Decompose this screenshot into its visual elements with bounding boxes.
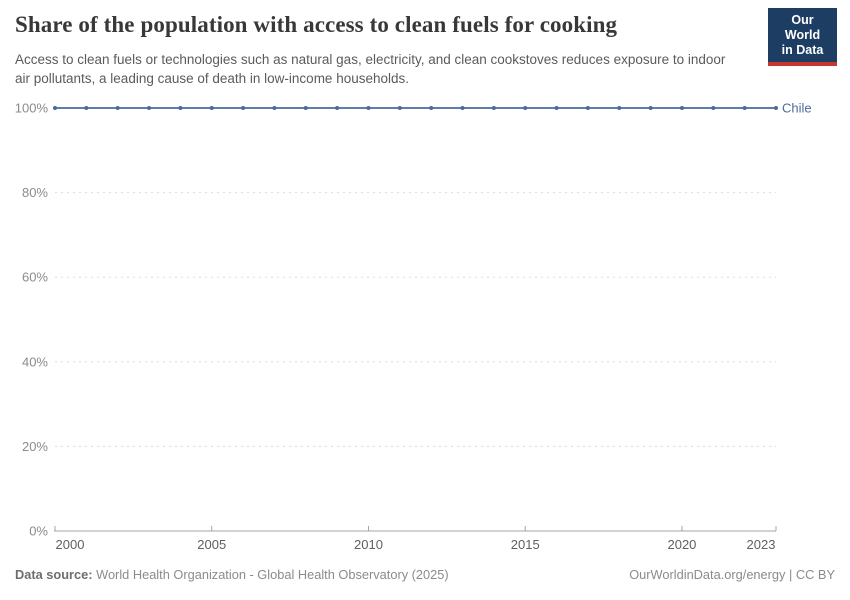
data-point[interactable] [429,106,434,110]
chart-subtitle: Access to clean fuels or technologies su… [15,52,726,86]
entity-label[interactable]: Chile [782,101,812,116]
data-point[interactable] [241,106,246,110]
x-tick-label: 2005 [197,537,226,552]
data-point[interactable] [209,106,214,110]
x-tick-label: 2023 [747,537,776,552]
data-point[interactable] [397,106,402,110]
x-tick-label: 2015 [511,537,540,552]
line-chart[interactable]: 0% 20% 40% 60% 80% 100% 2000 2005 2010 2015 2020 20… [0,95,850,560]
chart-footer: Data source: World Health Organization -… [15,567,835,582]
owid-logo-line1: Our World [784,13,821,42]
data-point[interactable] [366,106,371,110]
data-point[interactable] [272,106,277,110]
data-point[interactable] [523,106,528,110]
data-point[interactable] [491,106,496,110]
data-point[interactable] [774,106,778,110]
data-point[interactable] [585,106,590,110]
data-point[interactable] [617,106,622,110]
data-source-text: World Health Organization - Global Healt… [96,567,449,582]
data-point[interactable] [554,106,559,110]
data-point[interactable] [460,106,465,110]
data-point[interactable] [303,106,308,110]
y-tick-label: 20% [22,439,48,454]
x-tick-label: 2020 [667,537,696,552]
data-point[interactable] [742,106,747,110]
owid-logo[interactable]: Our World in Data [768,8,837,66]
data-point[interactable] [115,106,120,110]
data-point[interactable] [147,106,152,110]
x-tick-label: 2010 [354,537,383,552]
y-tick-label: 60% [22,270,48,285]
data-source-label: Data source: [15,567,93,582]
data-point[interactable] [711,106,716,110]
data-point[interactable] [679,106,684,110]
data-point[interactable] [84,106,89,110]
y-tick-label: 0% [29,524,48,539]
owid-logo-line2: in Data [781,43,824,57]
y-tick-label: 100% [15,101,49,116]
attribution-link[interactable]: OurWorldinData.org/energy | CC BY [629,567,835,582]
page-title: Share of the population with access to c… [15,12,618,37]
y-tick-label: 40% [22,354,48,369]
data-point[interactable] [335,106,340,110]
x-tick-label: 2000 [56,537,85,552]
data-point[interactable] [648,106,653,110]
data-source: Data source: World Health Organization -… [15,567,449,582]
data-point[interactable] [53,106,57,110]
data-point[interactable] [178,106,183,110]
y-tick-label: 80% [22,185,48,200]
